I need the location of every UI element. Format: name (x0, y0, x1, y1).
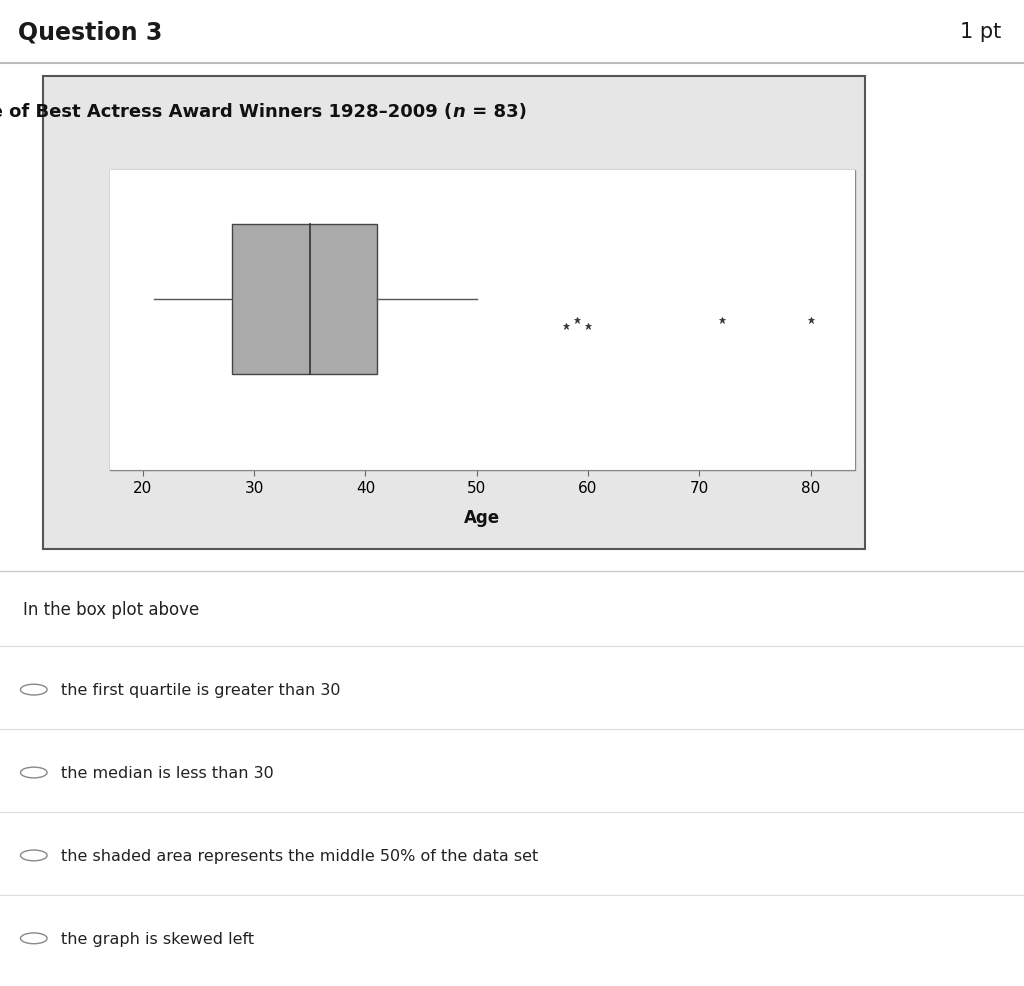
Bar (232, 225, 377, 375)
FancyBboxPatch shape (43, 77, 865, 549)
Text: 1 pt: 1 pt (961, 22, 1001, 42)
Text: the shaded area represents the middle 50% of the data set: the shaded area represents the middle 50… (61, 848, 539, 863)
Text: n: n (453, 104, 466, 121)
Text: the graph is skewed left: the graph is skewed left (61, 931, 255, 946)
Text: In the box plot above: In the box plot above (23, 600, 199, 619)
Text: = 83): = 83) (466, 104, 526, 121)
Text: Age: Age (464, 509, 501, 527)
Text: Question 3: Question 3 (18, 20, 163, 44)
Text: Age of Best Actress Award Winners 1928–2009 (: Age of Best Actress Award Winners 1928–2… (0, 104, 453, 121)
FancyBboxPatch shape (110, 171, 855, 470)
Text: the first quartile is greater than 30: the first quartile is greater than 30 (61, 682, 341, 697)
Text: the median is less than 30: the median is less than 30 (61, 765, 274, 780)
